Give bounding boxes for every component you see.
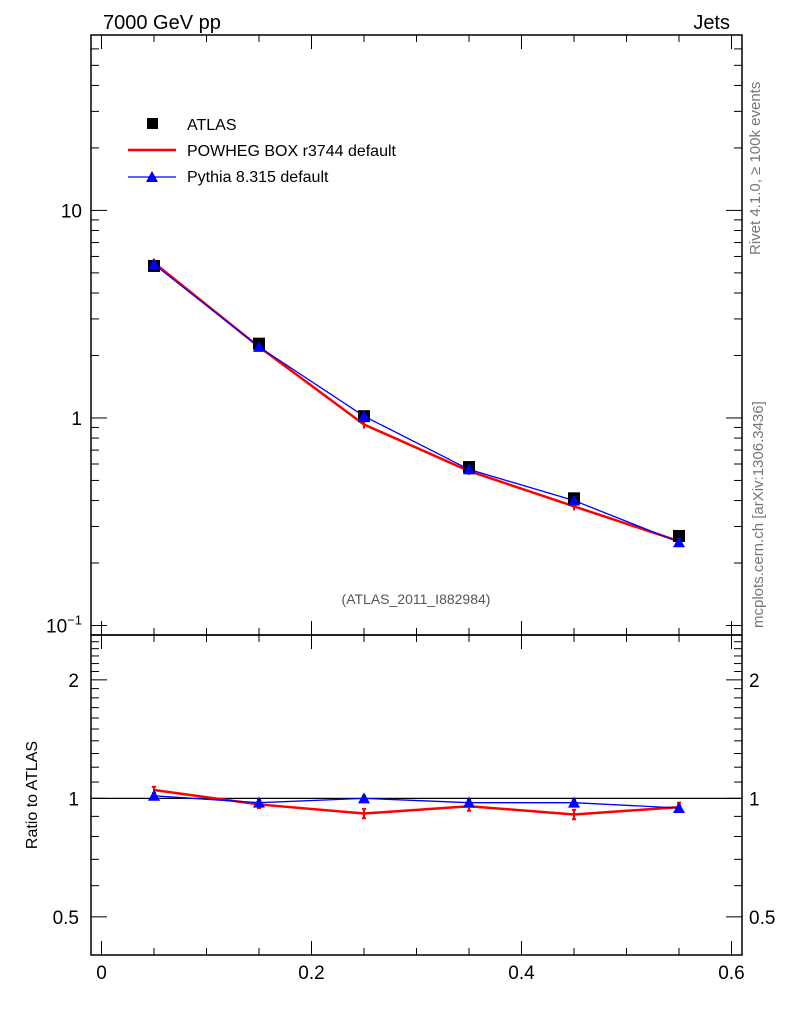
powheg-series-line <box>153 261 680 543</box>
pythia-ratio-point <box>358 792 370 804</box>
chart-title-left: 7000 GeV pp <box>103 12 221 34</box>
ratio-y-axis-label: Ratio to ATLAS <box>24 741 41 849</box>
main-series-group <box>148 258 685 548</box>
legend: ATLAS POWHEG BOX r3744 default Pythia 8.… <box>128 117 397 186</box>
pythia-point <box>568 494 580 506</box>
pythia-point <box>463 463 475 475</box>
side-note-mcplots: mcplots.cern.ch [arXiv:1306.3436] <box>750 401 767 628</box>
pythia-point <box>148 258 160 270</box>
main-y-tick-labels: 10 1 10−1 <box>46 201 82 637</box>
pythia-point <box>673 536 685 548</box>
ratio-plot-panel: 0.5 0.5 1 1 2 2 Ratio to ATLAS <box>24 634 776 956</box>
ratio-axis-ticks <box>91 634 742 956</box>
legend-label-powheg: POWHEG BOX r3744 default <box>187 143 397 160</box>
pythia-ratio-point <box>673 802 685 814</box>
ratio-y-tick-label-left: 2 <box>68 671 79 692</box>
analysis-id-label: (ATLAS_2011_I882984) <box>342 591 491 607</box>
pythia-point <box>253 340 265 352</box>
pythia-ratio-point <box>253 796 265 808</box>
main-y-tick-label: 10−1 <box>46 613 82 638</box>
pythia-ratio-line <box>153 795 680 809</box>
pythia-series-line <box>153 263 680 543</box>
ratio-y-tick-label-left: 0.5 <box>53 908 79 929</box>
x-tick-label: 0.6 <box>718 963 744 984</box>
x-tick-label: 0.4 <box>508 963 535 984</box>
ratio-y-tick-label-right: 2 <box>749 671 760 692</box>
legend-label-atlas: ATLAS <box>187 117 237 134</box>
legend-marker-pythia <box>146 171 158 182</box>
powheg-ratio-line <box>153 788 680 816</box>
x-tick-label: 0.2 <box>298 963 324 984</box>
legend-marker-atlas <box>147 118 158 129</box>
ratio-series-group <box>148 785 685 821</box>
x-tick-labels: 0 0.2 0.4 0.6 <box>96 963 745 984</box>
ratio-y-tick-label-right: 0.5 <box>749 908 775 929</box>
side-note-rivet: Rivet 4.1.0, ≥ 100k events <box>747 82 764 255</box>
ratio-y-tick-labels: 0.5 0.5 1 1 2 2 <box>53 671 776 929</box>
pythia-ratio-point <box>568 796 580 808</box>
main-axis-ticks <box>91 34 742 636</box>
legend-label-pythia: Pythia 8.315 default <box>187 169 329 186</box>
ratio-y-tick-label-right: 1 <box>749 789 760 810</box>
x-tick-label: 0 <box>96 963 107 984</box>
chart-title-right: Jets <box>693 12 730 34</box>
atlas-data-point <box>673 529 685 542</box>
main-y-tick-label: 10 <box>61 201 82 222</box>
pythia-ratio-point <box>463 796 475 808</box>
pythia-ratio-point <box>148 789 160 801</box>
main-y-tick-label: 1 <box>71 409 82 430</box>
ratio-y-tick-label-left: 1 <box>68 789 79 810</box>
pythia-point <box>358 410 370 422</box>
